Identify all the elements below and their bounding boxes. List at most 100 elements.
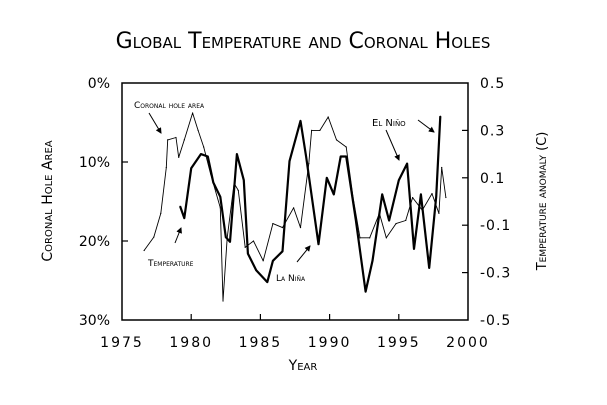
data-point bbox=[247, 253, 249, 255]
annotation-el-nino: El Niño bbox=[372, 118, 406, 129]
data-point bbox=[179, 205, 181, 207]
data-point bbox=[266, 281, 268, 283]
data-point bbox=[225, 236, 227, 238]
y-tick-label-right: 0.1 bbox=[480, 171, 505, 187]
data-point bbox=[167, 139, 169, 141]
data-point bbox=[335, 139, 338, 141]
data-point bbox=[237, 189, 239, 192]
data-point bbox=[143, 249, 145, 252]
data-point bbox=[319, 129, 321, 131]
data-point bbox=[412, 196, 414, 199]
data-point bbox=[293, 207, 295, 209]
x-tick-label: 2000 bbox=[446, 335, 490, 351]
data-point bbox=[340, 155, 342, 158]
data-point bbox=[299, 120, 302, 122]
x-tick-label: 1980 bbox=[169, 335, 213, 351]
data-point bbox=[281, 226, 284, 229]
data-point bbox=[255, 269, 257, 271]
data-point bbox=[405, 219, 407, 222]
data-point bbox=[183, 217, 185, 219]
y-tick-label-right: 0.5 bbox=[480, 76, 505, 92]
x-tick-label: 1990 bbox=[308, 335, 352, 351]
data-point bbox=[395, 223, 397, 225]
data-point bbox=[355, 219, 357, 222]
data-point bbox=[183, 139, 185, 141]
data-point bbox=[420, 193, 422, 195]
data-point bbox=[406, 162, 408, 165]
data-point bbox=[212, 181, 214, 184]
data-point bbox=[327, 116, 329, 118]
data-point bbox=[371, 260, 374, 262]
data-point bbox=[388, 219, 390, 222]
data-point bbox=[305, 155, 307, 158]
data-point bbox=[345, 146, 347, 148]
x-tick-label: 1985 bbox=[239, 335, 283, 351]
data-point bbox=[359, 237, 361, 239]
data-point bbox=[197, 129, 199, 131]
data-point bbox=[191, 112, 194, 114]
axis-ticks: 1975 1980 1985 1990 1995 2000 0% 10% 20% 30% 0.5 0.… bbox=[79, 76, 511, 351]
series-group bbox=[143, 112, 447, 302]
x-tick-label: 1995 bbox=[377, 335, 421, 351]
data-point bbox=[299, 226, 302, 229]
x-tick-label: 1975 bbox=[100, 335, 144, 351]
data-point bbox=[272, 223, 274, 225]
data-point bbox=[369, 237, 371, 239]
y-tick-label-left: 30% bbox=[79, 313, 110, 329]
data-point bbox=[229, 241, 231, 243]
data-point bbox=[165, 166, 167, 169]
data-point bbox=[381, 193, 383, 195]
data-point bbox=[439, 115, 441, 117]
arrow-la-nina bbox=[296, 245, 311, 263]
data-point bbox=[219, 196, 221, 198]
arrow-el-nino-1998 bbox=[417, 119, 435, 133]
data-point bbox=[178, 156, 180, 158]
y-axis-label-left: Coronal Hole Area bbox=[40, 140, 56, 261]
y-tick-label-left: 20% bbox=[79, 234, 110, 250]
arrow-coronal bbox=[148, 112, 162, 134]
data-point bbox=[413, 248, 415, 250]
data-point bbox=[222, 300, 224, 302]
data-point bbox=[385, 237, 387, 239]
y-tick-label-right: 0.3 bbox=[480, 123, 505, 139]
data-point bbox=[153, 236, 155, 238]
data-point bbox=[236, 153, 238, 155]
data-point bbox=[203, 146, 205, 148]
y-tick-label-right: -0.5 bbox=[480, 313, 511, 329]
data-point bbox=[445, 196, 447, 199]
x-axis-label: Year bbox=[288, 358, 318, 374]
data-point bbox=[364, 290, 367, 293]
data-point bbox=[219, 207, 221, 209]
data-point bbox=[441, 166, 443, 169]
data-point bbox=[252, 240, 255, 242]
data-point bbox=[207, 155, 209, 158]
annotation-la-nina: La Niña bbox=[276, 274, 306, 284]
y-tick-label-right: -0.1 bbox=[480, 218, 511, 234]
data-point bbox=[333, 193, 335, 195]
data-point bbox=[308, 162, 310, 165]
data-point bbox=[244, 246, 246, 248]
annotation-temperature: Temperature bbox=[147, 259, 194, 269]
data-point bbox=[281, 250, 284, 252]
arrow-el-nino bbox=[385, 129, 400, 161]
data-point bbox=[175, 136, 177, 139]
data-point bbox=[200, 153, 202, 155]
data-point bbox=[272, 260, 274, 262]
data-point bbox=[438, 212, 440, 214]
arrow-temperature bbox=[174, 227, 182, 244]
data-point bbox=[435, 196, 437, 198]
data-point bbox=[311, 129, 313, 131]
data-point bbox=[398, 179, 400, 181]
data-point bbox=[262, 260, 264, 262]
y-tick-label-left: 0% bbox=[88, 76, 110, 92]
annotation-coronal: Coronal hole area bbox=[134, 101, 205, 111]
plot-frame bbox=[121, 82, 469, 321]
y-tick-label-left: 10% bbox=[79, 155, 110, 171]
series-line-temperature bbox=[179, 116, 442, 293]
data-point bbox=[288, 160, 291, 162]
data-point bbox=[326, 177, 328, 179]
y-tick-label-right: -0.3 bbox=[480, 266, 511, 282]
data-point bbox=[160, 212, 162, 214]
data-point bbox=[431, 193, 433, 195]
